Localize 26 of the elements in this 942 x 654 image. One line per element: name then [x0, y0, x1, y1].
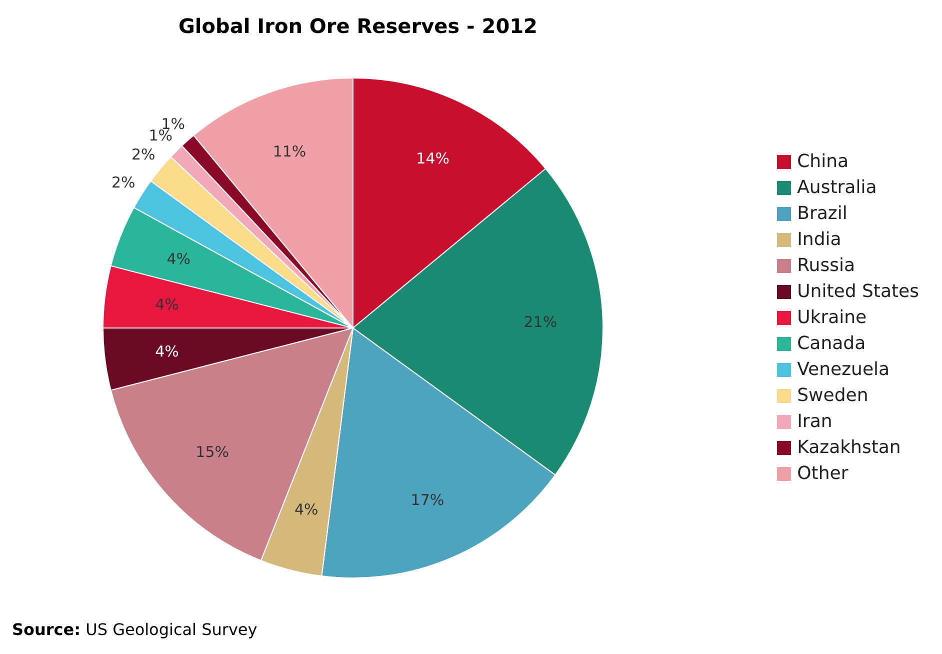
data-label: 14%: [416, 149, 450, 168]
data-label: 15%: [196, 442, 230, 461]
legend-label: Russia: [797, 254, 856, 278]
data-label: 4%: [155, 296, 179, 314]
data-label: 2%: [132, 146, 156, 164]
legend-label: Australia: [797, 176, 877, 200]
chart-title: Global Iron Ore Reserves - 2012: [178, 13, 538, 38]
legend-label: Sweden: [797, 384, 868, 408]
legend-label: China: [797, 150, 849, 174]
source-note: Source: US Geological Survey: [12, 620, 258, 639]
data-label: 2%: [111, 173, 136, 192]
legend-label: Kazakhstan: [797, 436, 901, 460]
legend-label: United States: [797, 280, 919, 304]
data-label: 17%: [410, 491, 444, 510]
legend-label: Canada: [797, 332, 866, 356]
legend-label: Ukraine: [797, 306, 867, 330]
data-label: 4%: [294, 500, 318, 519]
data-label: 21%: [524, 313, 558, 332]
data-label: 4%: [155, 342, 179, 360]
legend-label: Other: [797, 462, 848, 486]
data-label: 4%: [166, 250, 191, 268]
legend-label: Iran: [797, 410, 832, 434]
data-label: 11%: [272, 142, 306, 161]
legend-label: India: [797, 228, 842, 252]
legend-label: Brazil: [797, 202, 848, 226]
legend-label: Venezuela: [797, 358, 890, 382]
